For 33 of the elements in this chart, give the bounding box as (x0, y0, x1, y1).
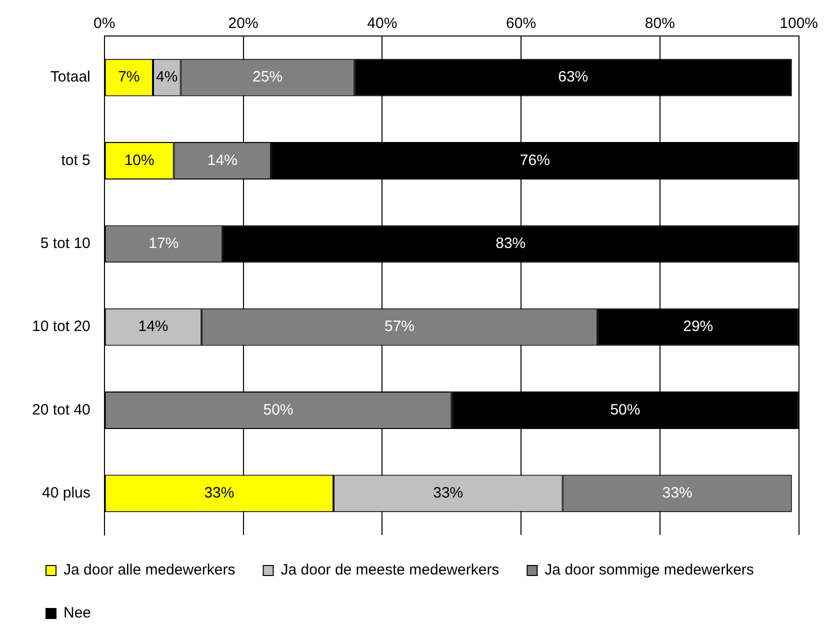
data-label: 4% (156, 68, 178, 86)
data-label: 29% (683, 318, 714, 336)
data-label: 33% (204, 484, 234, 502)
y-tick-label: 20 tot 40 (32, 401, 90, 418)
legend-label: Nee (64, 604, 92, 622)
data-label: 33% (433, 484, 464, 502)
data-label: 57% (384, 318, 415, 336)
data-label: 50% (610, 401, 640, 418)
legend-label: Ja door de meeste medewerkers (280, 562, 500, 579)
x-tick-label: 40% (367, 15, 398, 32)
legend-label: Ja door sommige medewerkers (544, 562, 754, 579)
y-tick-label: 40 plus (42, 484, 90, 502)
data-label: 83% (496, 235, 526, 252)
data-label: 25% (252, 68, 283, 86)
y-tick-label: tot 5 (61, 152, 90, 169)
x-tick-label: 0% (94, 15, 116, 32)
data-label: 10% (124, 152, 154, 169)
y-tick-label: Totaal (50, 68, 90, 86)
y-tick-label: 10 tot 20 (32, 318, 90, 336)
data-label: 63% (558, 68, 588, 86)
data-label: 17% (148, 235, 179, 252)
data-label: 50% (263, 401, 294, 418)
x-tick-label: 20% (228, 15, 258, 32)
data-label: 14% (207, 152, 238, 169)
data-label: 76% (520, 152, 550, 169)
y-tick-label: 5 tot 10 (40, 235, 90, 252)
data-label: 33% (662, 484, 692, 502)
x-tick-label: 60% (506, 15, 536, 32)
legend-label: Ja door alle medewerkers (64, 562, 236, 579)
data-label: 14% (138, 318, 168, 336)
x-tick-label: 100% (780, 15, 818, 32)
data-label: 7% (118, 68, 140, 86)
x-tick-label: 80% (644, 15, 675, 32)
